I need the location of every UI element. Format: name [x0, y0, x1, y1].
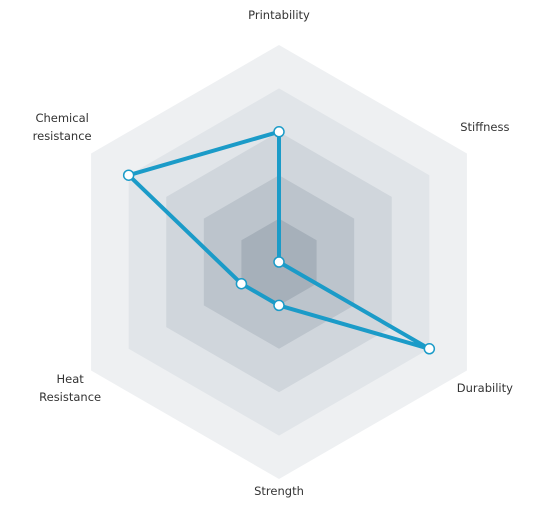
data-point [122, 169, 135, 181]
axis-label: Printability [248, 8, 310, 22]
axis-label: Chemical resistance [32, 111, 92, 143]
data-point [273, 256, 285, 268]
axis-label: Heat Resistance [39, 372, 102, 404]
data-point [423, 343, 436, 355]
axis-label: Stiffness [460, 120, 510, 134]
data-point [273, 126, 285, 138]
axis-label: Durability [456, 381, 513, 395]
data-point [273, 299, 285, 312]
data-point [235, 277, 248, 290]
axis-label: Strength [254, 484, 304, 498]
